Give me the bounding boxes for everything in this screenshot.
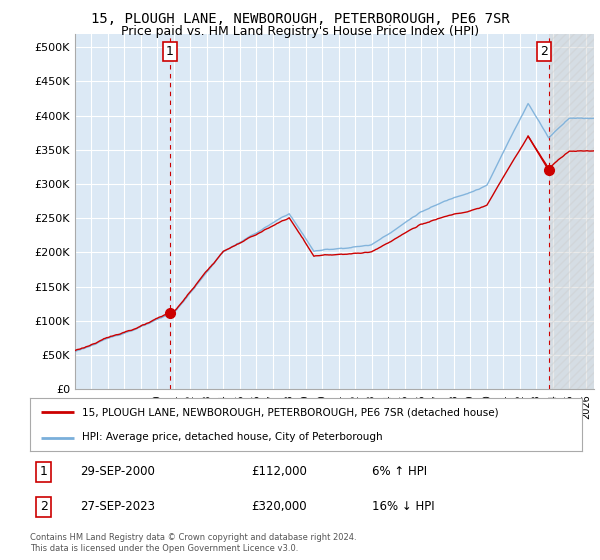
Text: 2: 2: [40, 500, 48, 514]
Text: 29-SEP-2000: 29-SEP-2000: [80, 465, 155, 478]
Text: 1: 1: [40, 465, 48, 478]
Text: 1: 1: [166, 45, 173, 58]
Text: 2: 2: [540, 45, 548, 58]
Text: 6% ↑ HPI: 6% ↑ HPI: [372, 465, 427, 478]
Text: 27-SEP-2023: 27-SEP-2023: [80, 500, 155, 514]
Text: £320,000: £320,000: [251, 500, 307, 514]
Text: 15, PLOUGH LANE, NEWBOROUGH, PETERBOROUGH, PE6 7SR (detached house): 15, PLOUGH LANE, NEWBOROUGH, PETERBOROUG…: [82, 408, 499, 418]
Text: 15, PLOUGH LANE, NEWBOROUGH, PETERBOROUGH, PE6 7SR: 15, PLOUGH LANE, NEWBOROUGH, PETERBOROUG…: [91, 12, 509, 26]
Text: £112,000: £112,000: [251, 465, 307, 478]
Text: 16% ↓ HPI: 16% ↓ HPI: [372, 500, 435, 514]
Text: HPI: Average price, detached house, City of Peterborough: HPI: Average price, detached house, City…: [82, 432, 383, 442]
Text: Price paid vs. HM Land Registry's House Price Index (HPI): Price paid vs. HM Land Registry's House …: [121, 25, 479, 38]
Text: Contains HM Land Registry data © Crown copyright and database right 2024.
This d: Contains HM Land Registry data © Crown c…: [30, 533, 356, 553]
Bar: [548, 34, 594, 389]
